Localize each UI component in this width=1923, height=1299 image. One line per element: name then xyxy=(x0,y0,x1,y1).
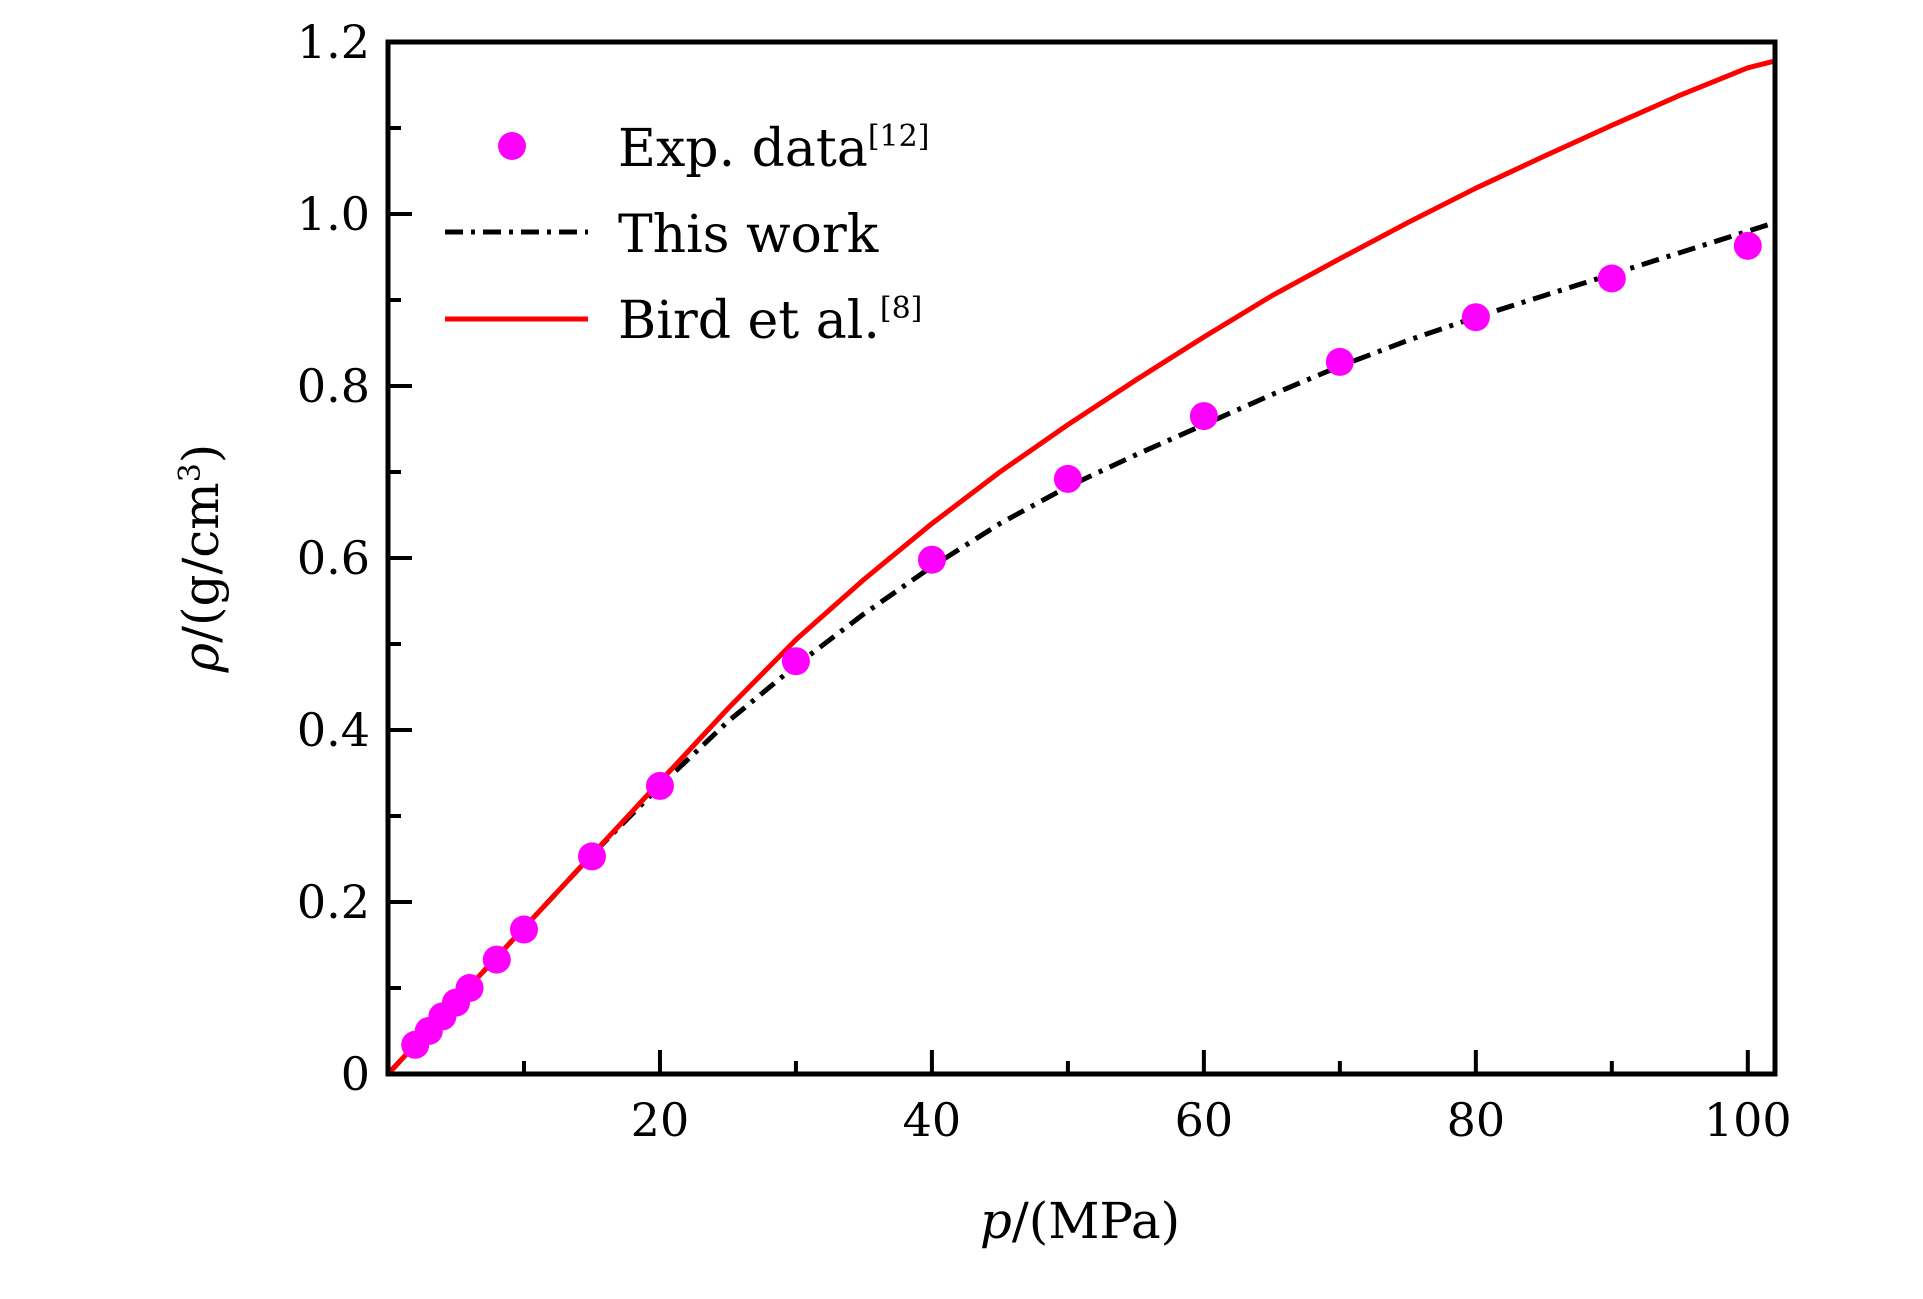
series-line-bird xyxy=(386,58,1776,1076)
legend-exp-marker xyxy=(498,132,526,160)
x-tick-label: 80 xyxy=(1447,1093,1506,1147)
data-point-exp xyxy=(509,915,538,944)
markers-layer xyxy=(401,231,1762,1059)
data-point-exp xyxy=(1461,303,1490,332)
x-axis-unit: /(MPa) xyxy=(1012,1192,1180,1250)
x-tick-label: 20 xyxy=(631,1093,690,1147)
legend-bird-label: Bird et al.[8] xyxy=(618,291,922,351)
y-axis-unit-superscript: 3 xyxy=(173,463,208,482)
legend-exp-label: Exp. data[12] xyxy=(618,119,929,179)
y-tick-label: 0.2 xyxy=(297,875,370,929)
y-axis-unit: /(g/cm xyxy=(172,482,230,643)
y-axis-unit-close: ) xyxy=(172,444,230,464)
series-layer xyxy=(386,58,1776,1076)
x-axis-title: p/(MPa) xyxy=(980,1192,1180,1250)
x-tick-label: 60 xyxy=(1175,1093,1234,1147)
legend-this-text: This work xyxy=(618,205,879,265)
data-point-exp xyxy=(482,945,511,974)
series-line-this xyxy=(386,220,1776,1076)
x-tick-label: 100 xyxy=(1704,1093,1792,1147)
data-point-exp xyxy=(577,842,606,871)
y-axis-variable: ρ xyxy=(172,642,230,673)
x-tick-label: 40 xyxy=(903,1093,962,1147)
data-point-exp xyxy=(1597,264,1626,293)
y-tick-label: 1.0 xyxy=(297,187,370,241)
data-point-exp xyxy=(917,545,946,574)
data-point-exp xyxy=(645,771,674,800)
data-point-exp xyxy=(1053,464,1082,493)
y-tick-label: 0.8 xyxy=(297,359,370,413)
data-point-exp xyxy=(1733,231,1762,260)
data-point-exp xyxy=(1189,402,1218,431)
legend-exp-text: Exp. data xyxy=(618,119,868,179)
tick-labels-layer: 20 40 60 80 100 0 0.2 0.4 0.6 0.8 1.0 1.2 xyxy=(297,15,1792,1147)
data-point-exp xyxy=(1325,347,1354,376)
y-tick-label: 1.2 xyxy=(297,15,370,69)
y-tick-label: 0.6 xyxy=(297,531,370,585)
legend-bird-text: Bird et al. xyxy=(618,291,880,351)
legend-this-label: This work xyxy=(618,205,879,265)
y-tick-label: 0 xyxy=(341,1047,370,1101)
plot-frame xyxy=(385,39,1778,1077)
ticks-layer xyxy=(388,40,1750,1076)
y-axis-title: ρ/(g/cm3) xyxy=(172,444,230,674)
legend: Exp. data[12] This work Bird et al.[8] xyxy=(445,119,929,351)
data-point-exp xyxy=(781,647,810,676)
y-tick-label: 0.4 xyxy=(297,703,370,757)
data-point-exp xyxy=(455,974,484,1002)
legend-exp-ref: [12] xyxy=(868,119,930,154)
x-axis-variable: p xyxy=(980,1192,1012,1250)
legend-bird-ref: [8] xyxy=(880,291,923,326)
